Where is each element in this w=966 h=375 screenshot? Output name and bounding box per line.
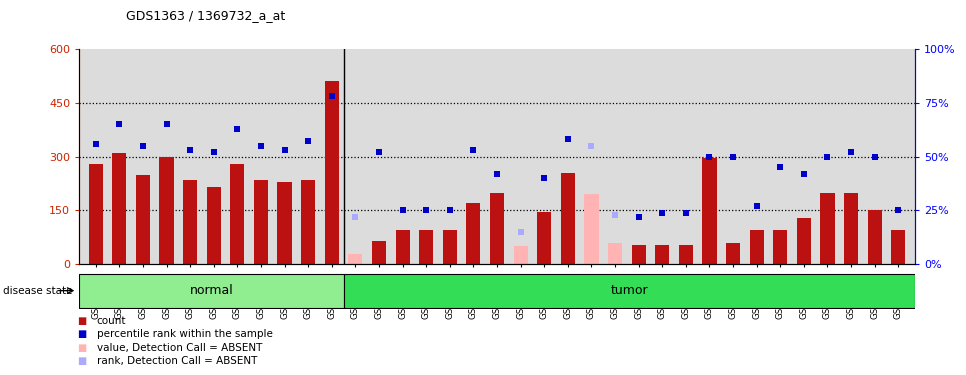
Bar xyxy=(867,210,882,264)
Bar xyxy=(325,81,339,264)
Bar xyxy=(608,243,622,264)
Text: ■: ■ xyxy=(77,329,87,339)
Bar xyxy=(301,180,315,264)
Text: percentile rank within the sample: percentile rank within the sample xyxy=(97,329,272,339)
Text: rank, Detection Call = ABSENT: rank, Detection Call = ABSENT xyxy=(97,356,257,366)
Text: tumor: tumor xyxy=(611,284,648,297)
Bar xyxy=(702,158,717,264)
Text: disease state: disease state xyxy=(3,286,72,296)
Text: ■: ■ xyxy=(77,316,87,326)
Bar xyxy=(679,244,693,264)
Bar xyxy=(797,217,810,264)
Bar xyxy=(136,174,150,264)
Text: ■: ■ xyxy=(77,356,87,366)
Bar xyxy=(89,164,102,264)
Text: value, Detection Call = ABSENT: value, Detection Call = ABSENT xyxy=(97,343,262,352)
Text: count: count xyxy=(97,316,127,326)
Bar xyxy=(844,192,858,264)
Bar xyxy=(254,180,268,264)
Bar xyxy=(372,241,386,264)
Bar xyxy=(773,230,787,264)
Bar xyxy=(655,244,669,264)
Bar xyxy=(79,274,344,308)
Bar xyxy=(467,203,480,264)
Bar xyxy=(207,187,221,264)
Bar xyxy=(395,230,410,264)
Bar xyxy=(112,153,127,264)
Text: ■: ■ xyxy=(77,343,87,352)
Bar xyxy=(159,157,174,264)
Bar xyxy=(419,230,434,264)
Bar xyxy=(514,246,527,264)
Bar xyxy=(750,230,764,264)
Bar xyxy=(344,274,915,308)
Bar xyxy=(490,192,504,264)
Bar xyxy=(349,254,362,264)
Bar xyxy=(537,212,552,264)
Text: normal: normal xyxy=(189,284,233,297)
Bar xyxy=(820,192,835,264)
Bar xyxy=(442,230,457,264)
Bar xyxy=(277,182,292,264)
Bar xyxy=(184,180,197,264)
Text: GDS1363 / 1369732_a_at: GDS1363 / 1369732_a_at xyxy=(126,9,285,22)
Bar xyxy=(560,173,575,264)
Bar xyxy=(584,194,599,264)
Bar xyxy=(632,244,645,264)
Bar xyxy=(726,243,740,264)
Bar xyxy=(892,230,905,264)
Bar xyxy=(230,164,244,264)
